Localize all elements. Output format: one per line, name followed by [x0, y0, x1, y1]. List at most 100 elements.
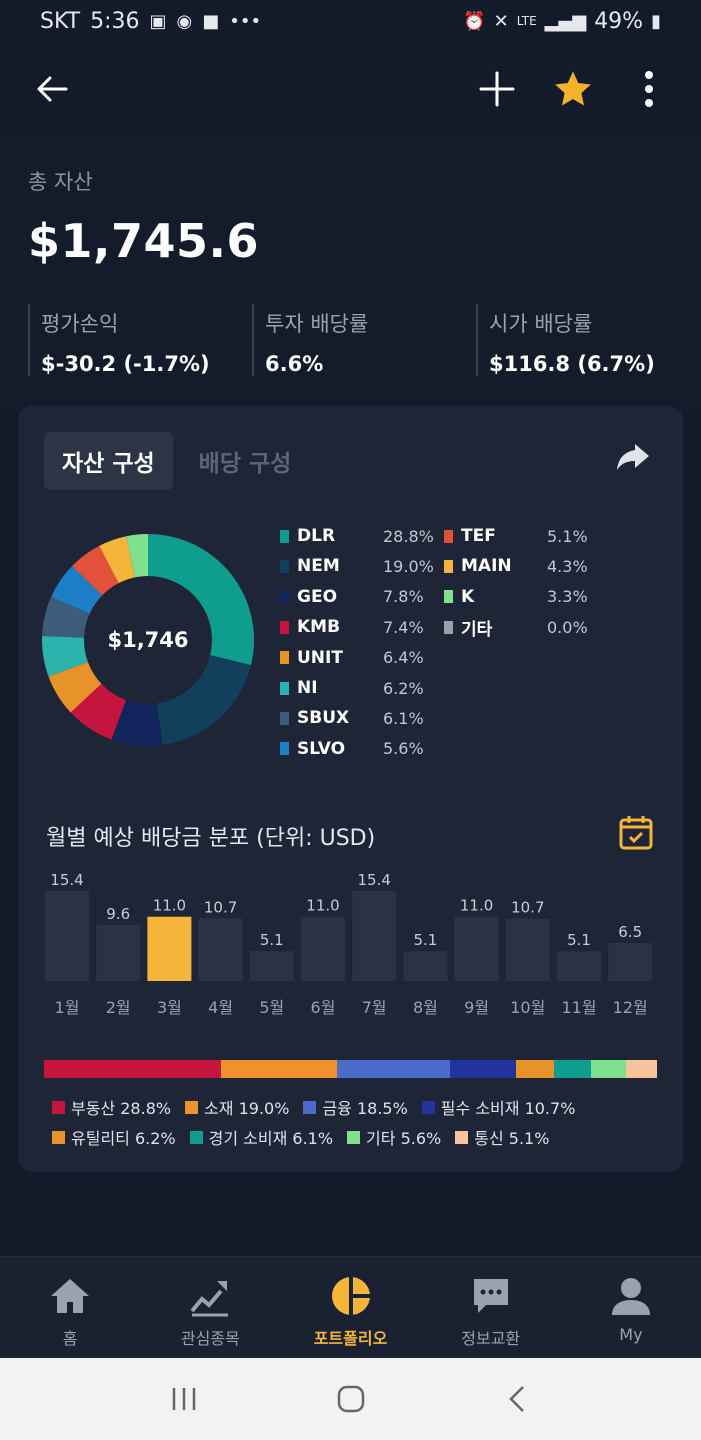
bar-month-11[interactable]	[557, 951, 601, 981]
legend-percent: 5.1%	[547, 526, 588, 546]
legend-ticker: K	[461, 586, 475, 607]
month-tick-label: 8월	[413, 998, 438, 1017]
add-button[interactable]	[467, 59, 527, 119]
legend-item: SBUX 6.1%	[280, 704, 424, 732]
sector-swatch	[52, 1100, 65, 1114]
network-type-icon: LTE	[516, 14, 537, 28]
app-bar	[0, 42, 701, 136]
legend-swatch	[280, 651, 289, 665]
nav-portfolio[interactable]: 포트폴리오	[280, 1257, 420, 1358]
stat-label: 시가 배당률	[489, 312, 593, 336]
signal-icon: ▂▄▆	[544, 10, 587, 32]
bar-month-5[interactable]	[249, 951, 294, 981]
legend-ticker: UNIT	[297, 647, 343, 668]
favorite-button[interactable]	[543, 59, 603, 119]
composition-tabs: 자산 구성 배당 구성	[44, 432, 309, 490]
nav-label: 관심종목	[180, 1329, 240, 1348]
bar-month-1[interactable]	[45, 891, 89, 981]
tab-dividend-composition[interactable]: 배당 구성	[198, 451, 292, 477]
sector-label: 유틸리티 6.2%	[71, 1129, 176, 1148]
legend-ticker: SBUX	[297, 708, 350, 729]
month-tick-label: 9월	[464, 998, 489, 1017]
bar-value-label: 10.7	[511, 898, 544, 916]
donut-slice-k	[126, 534, 148, 578]
share-button[interactable]	[613, 436, 653, 476]
bar-month-9[interactable]	[454, 916, 499, 981]
bar-month-4[interactable]	[198, 918, 243, 981]
legend-item: SLVO 5.6%	[280, 735, 424, 763]
holdings-legend: DLR 28.8% NEM 19.0% GEO 7.8% KMB 7.4% UNIT 6.4% NI…	[280, 522, 610, 762]
sector-label: 소재 19.0%	[204, 1099, 290, 1118]
donut-slice-sbux	[42, 596, 90, 638]
recent-apps-icon[interactable]	[169, 1384, 199, 1414]
battery-icon: ▮	[651, 10, 661, 32]
bar-month-8[interactable]	[403, 951, 448, 981]
chat-bubble-icon	[473, 1279, 508, 1313]
legend-ticker: TEF	[461, 526, 496, 546]
legend-swatch	[444, 559, 453, 573]
bar-month-12[interactable]	[608, 943, 653, 981]
nav-watchlist[interactable]: 관심종목	[140, 1257, 280, 1358]
sector-label: 금융 18.5%	[322, 1099, 408, 1118]
stat-label: 평가손익	[41, 312, 119, 336]
total-assets-label: 총 자산	[28, 170, 93, 194]
sector-segment	[625, 1060, 657, 1078]
bar-value-label: 11.0	[306, 897, 339, 915]
legend-item: DLR 28.8%	[280, 522, 434, 550]
bar-month-2[interactable]	[96, 924, 141, 981]
legend-percent: 6.1%	[383, 708, 424, 728]
calendar-button[interactable]	[619, 814, 653, 850]
bar-month-6[interactable]	[301, 916, 345, 981]
month-tick-label: 6월	[311, 998, 336, 1017]
donut-slice-unit	[48, 662, 102, 713]
donut-slice-kmb	[70, 683, 126, 740]
bar-value-label: 5.1	[567, 931, 591, 949]
month-tick-label: 2월	[106, 998, 131, 1017]
bar-month-7[interactable]	[352, 891, 397, 981]
bar-value-label: 11.0	[460, 897, 493, 915]
sector-legend-item: 소재 19.0%	[185, 1095, 289, 1119]
battery-percent: 49%	[594, 8, 644, 34]
sector-legend-item: 기타 5.6%	[347, 1125, 441, 1149]
donut-slice-tef	[72, 545, 119, 596]
stat-market-yield: 시가 배당률 $116.8 (6.7%)	[476, 304, 700, 376]
stat-value: $-30.2 (-1.7%)	[41, 352, 210, 376]
legend-ticker: NEM	[297, 556, 340, 577]
sector-label: 필수 소비재 10.7%	[440, 1099, 576, 1118]
stat-investment-yield: 투자 배당률 6.6%	[252, 304, 476, 376]
legend-swatch	[280, 529, 289, 543]
bar-month-3[interactable]	[147, 916, 192, 981]
legend-ticker: KMB	[297, 617, 341, 638]
nav-community[interactable]: 정보교환	[421, 1257, 561, 1358]
sector-legend-row: 유틸리티 6.2% 경기 소비재 6.1% 기타 5.6% 통신 5.1%	[52, 1122, 672, 1152]
bar-value-label: 15.4	[357, 871, 390, 889]
legend-item: GEO 7.8%	[280, 583, 424, 611]
pie-chart-icon	[331, 1277, 370, 1315]
legend-item: NEM 19.0%	[280, 552, 434, 580]
nav-my[interactable]: My	[561, 1257, 701, 1358]
donut-slice-main	[99, 536, 135, 584]
bar-value-label: 5.1	[260, 931, 284, 949]
donut-slice-geo	[111, 700, 163, 746]
legend-swatch	[280, 742, 289, 756]
bar-month-10[interactable]	[505, 918, 550, 981]
memo-notification-icon: ■	[202, 10, 220, 32]
calendar-check-icon	[619, 816, 653, 850]
legend-swatch	[444, 529, 453, 543]
more-options-button[interactable]	[619, 59, 679, 119]
app-notification-icon: ◉	[176, 10, 193, 32]
nav-home[interactable]: 홈	[0, 1257, 140, 1358]
sector-label: 부동산 28.8%	[71, 1099, 172, 1118]
month-tick-label: 7월	[362, 998, 387, 1017]
back-button[interactable]	[22, 59, 82, 119]
legend-item: UNIT 6.4%	[280, 644, 424, 672]
legend-swatch	[444, 590, 453, 604]
tab-asset-composition[interactable]: 자산 구성	[44, 432, 173, 490]
sector-legend-row: 부동산 28.8% 소재 19.0% 금융 18.5% 필수 소비재 10.7%	[52, 1092, 672, 1122]
sector-swatch	[421, 1100, 435, 1114]
summary-stats: 평가손익 $-30.2 (-1.7%) 투자 배당률 6.6% 시가 배당률 $…	[28, 304, 700, 376]
home-button-icon[interactable]	[336, 1384, 366, 1414]
legend-percent: 3.3%	[547, 587, 588, 607]
back-nav-icon[interactable]	[503, 1384, 533, 1414]
legend-percent: 6.4%	[383, 648, 424, 668]
